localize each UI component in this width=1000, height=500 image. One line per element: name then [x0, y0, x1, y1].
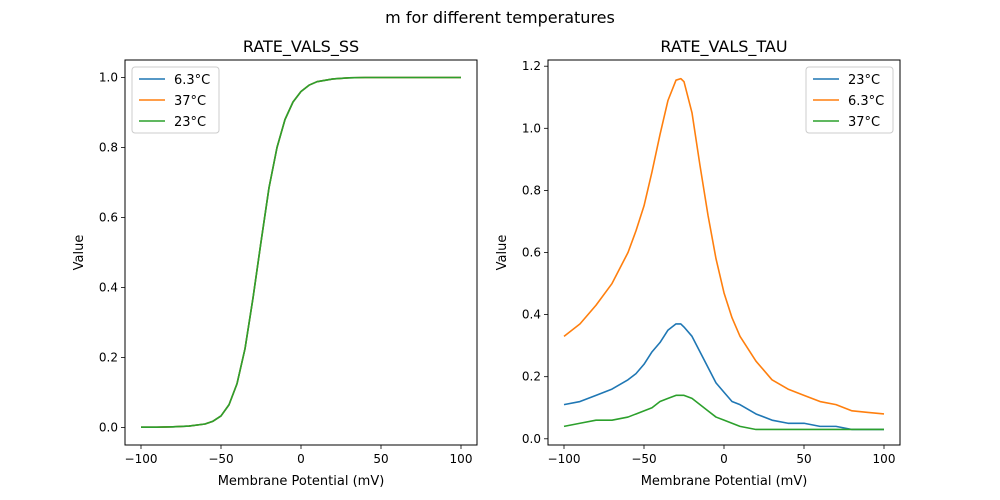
subplot-title: RATE_VALS_SS — [243, 37, 359, 57]
x-tick-label: 0 — [720, 452, 728, 466]
y-tick-label: 0.8 — [99, 141, 118, 155]
y-tick-label: 0.0 — [99, 421, 118, 435]
x-tick-label: 100 — [873, 452, 896, 466]
series-line-0 — [563, 323, 884, 431]
y-tick-label: 0.4 — [99, 281, 118, 295]
legend-frame — [131, 66, 220, 134]
x-tick-label: −100 — [548, 452, 581, 466]
series-line-2 — [563, 394, 884, 431]
y-tick-label: 1.0 — [99, 71, 118, 85]
y-tick-label: 1.0 — [522, 121, 541, 135]
x-tick-label: −50 — [631, 452, 656, 466]
x-tick-label: 100 — [450, 452, 473, 466]
legend-label: 6.3°C — [848, 94, 884, 109]
series-line-2 — [141, 76, 461, 428]
left-subplot: RATE_VALS_SS −100 −50 0 50 100 0.0 0.2 0.4 0.6 0.8… — [72, 37, 478, 489]
y-tick-label: 1.2 — [522, 59, 541, 73]
legend-label: 23°C — [174, 115, 206, 130]
x-tick-label: −100 — [125, 452, 158, 466]
legend-label: 6.3°C — [174, 73, 210, 88]
legend: 23°C 6.3°C 37°C — [805, 66, 894, 134]
y-tick-label: 0.8 — [522, 183, 541, 197]
series-line-1 — [563, 77, 885, 415]
x-tick-label: 0 — [297, 452, 305, 466]
x-tick-label: 50 — [373, 452, 388, 466]
y-axis-label: Value — [495, 235, 510, 271]
legend: 6.3°C 37°C 23°C — [131, 66, 220, 134]
legend-frame — [805, 66, 894, 134]
x-tick-label: 50 — [796, 452, 811, 466]
legend-label: 37°C — [848, 115, 880, 130]
legend-label: 37°C — [174, 94, 206, 109]
legend-label: 23°C — [848, 73, 880, 88]
right-subplot: RATE_VALS_TAU −100 −50 0 50 100 0.0 0.2 0.4 0.6 0.… — [495, 37, 901, 489]
y-tick-label: 0.2 — [99, 351, 118, 365]
x-tick-label: −50 — [208, 452, 233, 466]
x-axis-label: Membrane Potential (mV) — [641, 474, 808, 489]
x-axis-label: Membrane Potential (mV) — [218, 474, 385, 489]
figure-suptitle: m for different temperatures — [385, 8, 615, 27]
y-axis-label: Value — [72, 235, 87, 271]
y-tick-label: 0.4 — [522, 308, 541, 322]
y-tick-label: 0.6 — [522, 246, 541, 260]
subplot-title: RATE_VALS_TAU — [660, 37, 787, 57]
y-tick-label: 0.2 — [522, 370, 541, 384]
y-tick-label: 0.6 — [99, 211, 118, 225]
y-tick-label: 0.0 — [522, 432, 541, 446]
